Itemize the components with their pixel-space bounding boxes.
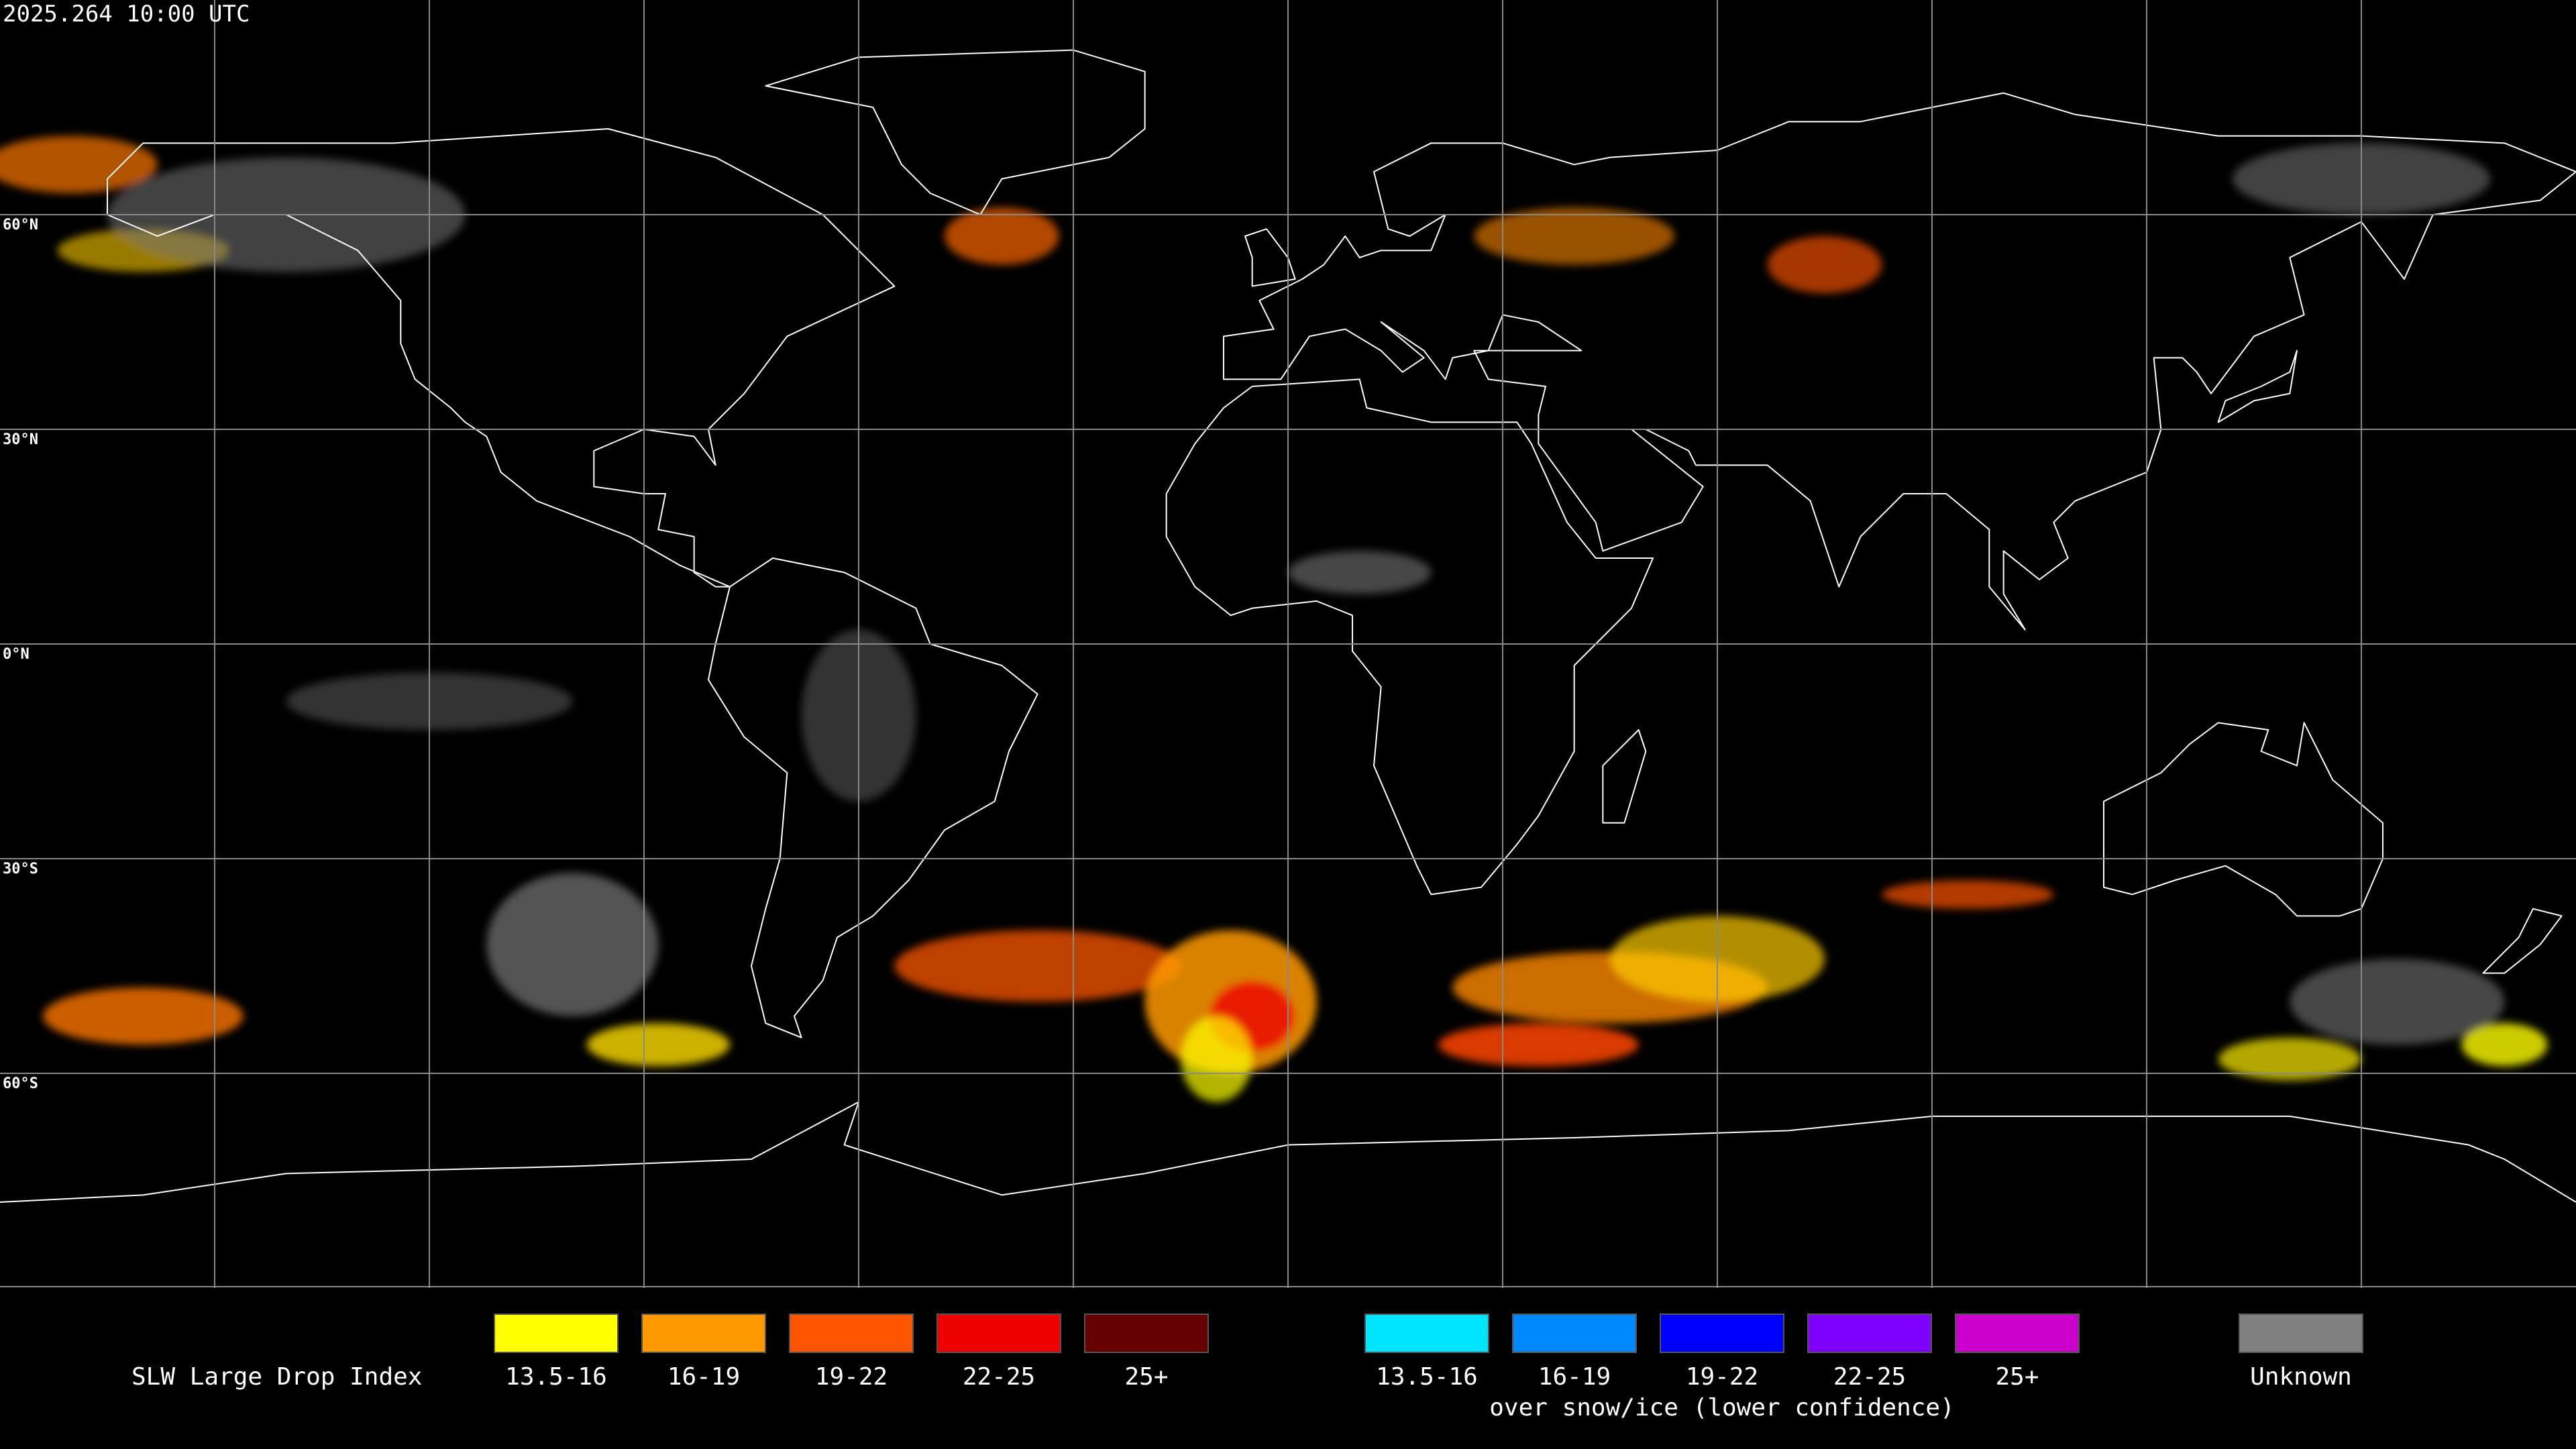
legend-swatch bbox=[1084, 1313, 1209, 1353]
coastlines bbox=[0, 50, 2576, 1202]
africa bbox=[1167, 379, 1653, 894]
cloud-field bbox=[0, 136, 2548, 1102]
legend-swatch bbox=[1512, 1313, 1637, 1353]
new-zealand bbox=[2483, 909, 2561, 973]
japan bbox=[2218, 351, 2297, 423]
madagascar bbox=[1603, 730, 1646, 823]
latitude-label: 30°N bbox=[3, 431, 38, 448]
legend-swatch bbox=[2239, 1313, 2363, 1353]
latitude-label: 30°S bbox=[3, 861, 38, 877]
legend-label: 25+ bbox=[1995, 1363, 2039, 1391]
legend-label: 19-22 bbox=[1686, 1363, 1758, 1391]
legend-label: 13.5-16 bbox=[505, 1363, 607, 1391]
graticule bbox=[0, 0, 2576, 1288]
australia bbox=[2104, 722, 2383, 916]
legend-note: over snow/ice (lower confidence) bbox=[1489, 1394, 1955, 1421]
legend-swatch bbox=[1807, 1313, 1932, 1353]
legend-swatch bbox=[641, 1313, 766, 1353]
britain bbox=[1245, 229, 1295, 286]
legend-label: 19-22 bbox=[815, 1363, 888, 1391]
antarctica bbox=[0, 1102, 2576, 1202]
legend-swatch bbox=[494, 1313, 619, 1353]
legend: 13.5-16 16-19 19-22 22-25 25+ 13.5-16 16-19 19-… bbox=[494, 1313, 2363, 1421]
legend-label: Unknown bbox=[2250, 1363, 2352, 1391]
legend-label: 13.5-16 bbox=[1376, 1363, 1478, 1391]
latitude-label: 60°S bbox=[3, 1075, 38, 1092]
legend-label: 22-25 bbox=[1833, 1363, 1906, 1391]
legend-swatch bbox=[1364, 1313, 1489, 1353]
legend-label: 25+ bbox=[1124, 1363, 1168, 1391]
legend-label: 22-25 bbox=[963, 1363, 1035, 1391]
legend-swatch bbox=[1955, 1313, 2080, 1353]
legend-label: 16-19 bbox=[1538, 1363, 1611, 1391]
legend-swatch bbox=[1660, 1313, 1784, 1353]
north-america bbox=[107, 129, 894, 587]
timestamp-title: 2025.264 10:00 UTC bbox=[3, 1, 250, 28]
latitude-label: 0°N bbox=[3, 646, 30, 663]
greenland bbox=[765, 50, 1144, 215]
legend-swatch bbox=[936, 1313, 1061, 1353]
legend-swatch bbox=[789, 1313, 914, 1353]
eurasia bbox=[1224, 93, 2576, 630]
legend-label: 16-19 bbox=[667, 1363, 740, 1391]
latitude-label: 60°N bbox=[3, 217, 38, 233]
legend-title: SLW Large Drop Index bbox=[131, 1363, 422, 1391]
